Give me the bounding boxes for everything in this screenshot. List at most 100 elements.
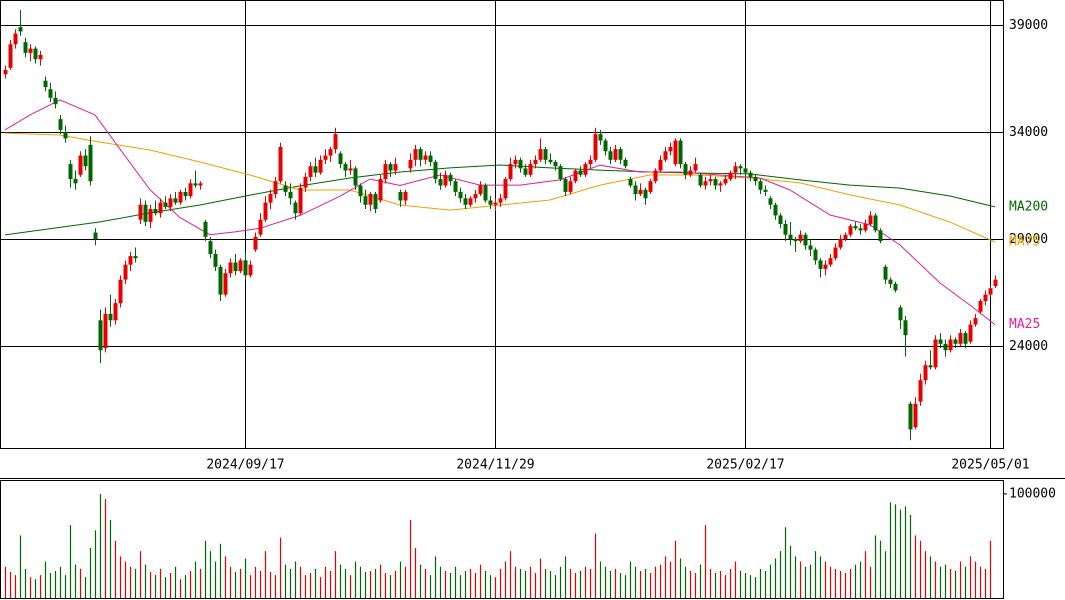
candle-body	[543, 149, 548, 160]
candle-body	[58, 119, 63, 130]
candle-body	[293, 202, 298, 214]
candle-body	[138, 204, 143, 220]
candle-body	[68, 164, 73, 180]
candle-body	[313, 166, 318, 173]
candle-body	[643, 189, 648, 199]
candle-body	[43, 80, 48, 88]
candle-body	[83, 155, 88, 167]
candle-body	[73, 179, 78, 184]
candle-body	[833, 247, 838, 259]
candle-body	[778, 215, 783, 224]
y-tick-label: 100000	[1009, 486, 1056, 501]
candle-body	[798, 234, 803, 242]
candle-body	[503, 179, 508, 199]
candle-body	[993, 279, 998, 287]
candle-body	[8, 44, 13, 68]
ma-label: MA75	[1009, 234, 1040, 249]
candle-body	[213, 253, 218, 267]
candle-body	[548, 159, 553, 162]
candle-body	[353, 168, 358, 186]
candle-body	[248, 264, 253, 276]
candle-body	[893, 283, 898, 291]
candle-body	[978, 301, 983, 312]
candle-body	[758, 181, 763, 190]
candle-body	[838, 238, 843, 248]
candle-body	[683, 164, 688, 175]
candle-body	[888, 279, 893, 284]
candle-body	[588, 159, 593, 165]
candle-body	[433, 161, 438, 180]
candle-body	[23, 42, 28, 53]
candle-body	[788, 234, 793, 239]
candle-body	[843, 234, 848, 239]
candle-body	[768, 198, 773, 205]
candle-body	[303, 176, 308, 188]
candle-body	[423, 155, 428, 160]
candle-body	[708, 179, 713, 182]
candle-body	[243, 260, 248, 276]
candle-body	[123, 264, 128, 280]
candle-body	[793, 238, 798, 242]
candle-body	[653, 170, 658, 182]
candle-body	[318, 159, 323, 173]
candle-body	[863, 224, 868, 231]
candle-body	[988, 288, 993, 295]
candle-body	[78, 155, 83, 175]
candle-body	[203, 221, 208, 237]
candle-body	[373, 194, 378, 210]
candle-body	[18, 27, 23, 32]
candle-body	[53, 97, 58, 105]
candle-body	[518, 159, 523, 169]
candle-body	[263, 202, 268, 220]
candle-body	[193, 183, 198, 186]
candle-body	[388, 164, 393, 171]
candle-body	[738, 166, 743, 169]
candle-body	[693, 164, 698, 171]
moving-average	[4, 132, 996, 243]
candle-body	[208, 241, 213, 254]
y-tick-label: 24000	[1009, 339, 1048, 354]
candle-body	[28, 48, 33, 53]
candle-body	[3, 69, 8, 75]
candle-body	[413, 149, 418, 160]
candle-body	[703, 181, 708, 186]
candle-body	[983, 294, 988, 302]
candle-body	[658, 159, 663, 171]
candle-body	[878, 230, 883, 242]
candle-body	[103, 313, 108, 349]
candle-body	[763, 189, 768, 192]
candle-body	[233, 262, 238, 272]
candle-body	[568, 181, 573, 192]
candle-body	[168, 198, 173, 207]
candle-body	[88, 144, 93, 182]
candle-body	[298, 187, 303, 214]
candle-body	[438, 179, 443, 186]
candle-body	[638, 189, 643, 195]
candle-body	[948, 339, 953, 351]
candle-body	[408, 159, 413, 169]
candle-body	[283, 185, 288, 192]
candle-body	[648, 181, 653, 192]
candle-body	[743, 168, 748, 173]
candle-body	[728, 172, 733, 180]
candle-body	[188, 183, 193, 197]
moving-average	[4, 99, 996, 325]
x-tick-label: 2025/05/01	[951, 458, 1029, 473]
candle-body	[488, 200, 493, 205]
candle-body	[63, 132, 68, 139]
candle-body	[813, 249, 818, 261]
candle-body	[508, 164, 513, 180]
y-tick-label: 34000	[1009, 125, 1048, 140]
candle-body	[663, 151, 668, 160]
candle-body	[953, 339, 958, 344]
candle-body	[258, 219, 263, 235]
candle-body	[143, 204, 148, 222]
candle-body	[288, 191, 293, 199]
candle-body	[963, 333, 968, 344]
candle-body	[598, 134, 603, 141]
candle-body	[93, 232, 98, 239]
candle-body	[173, 198, 178, 203]
candle-body	[748, 172, 753, 177]
candle-body	[818, 260, 823, 269]
